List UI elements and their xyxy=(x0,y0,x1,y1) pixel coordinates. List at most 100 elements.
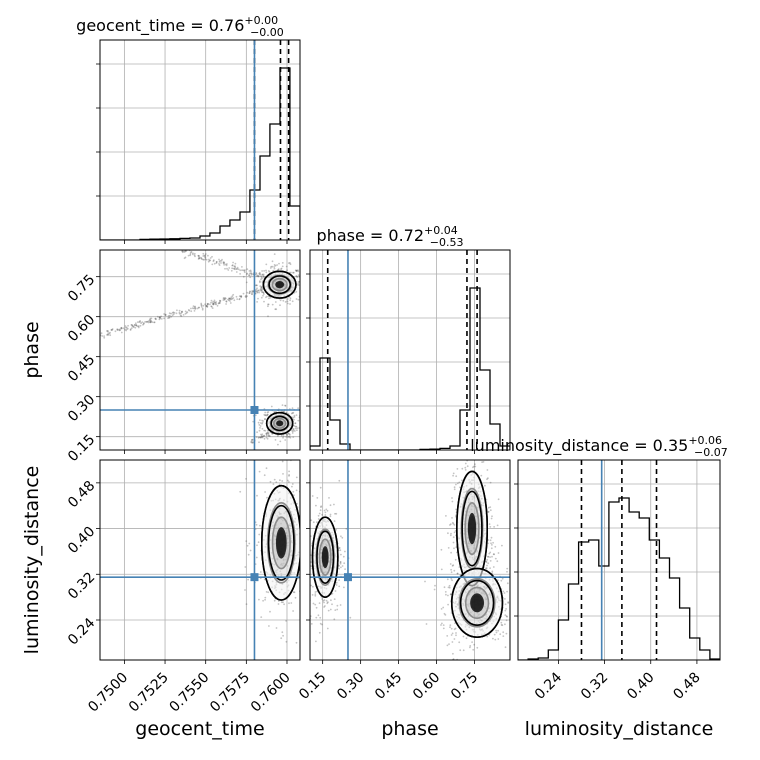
sample-point xyxy=(246,272,249,275)
sample-point xyxy=(223,262,226,264)
sample-point xyxy=(257,436,260,439)
sample-point xyxy=(142,323,144,326)
sample-point xyxy=(228,267,231,269)
sample-point xyxy=(522,608,524,610)
sample-point xyxy=(301,597,303,599)
sample-point xyxy=(232,293,235,296)
sample-point xyxy=(213,299,216,302)
sample-point xyxy=(263,578,266,581)
sample-point xyxy=(149,321,152,324)
sample-point xyxy=(283,603,285,606)
sample-point xyxy=(224,297,227,299)
sample-point xyxy=(302,268,304,270)
sample-point xyxy=(486,478,488,481)
sample-point xyxy=(319,509,322,512)
sample-point xyxy=(278,262,280,265)
sample-point xyxy=(149,317,152,320)
sample-point xyxy=(446,578,449,581)
sample-point xyxy=(466,465,469,468)
sample-point xyxy=(246,544,249,547)
sample-point xyxy=(267,433,270,436)
sample-point xyxy=(259,273,261,276)
sample-point xyxy=(304,535,306,537)
sample-point xyxy=(201,308,204,311)
sample-point xyxy=(487,562,490,565)
sample-point xyxy=(126,327,129,330)
sample-point xyxy=(288,262,290,264)
sample-point xyxy=(259,571,262,573)
sample-point xyxy=(450,577,453,580)
sample-point xyxy=(456,572,459,575)
panel-frame xyxy=(517,459,721,661)
sample-point xyxy=(311,594,314,596)
sample-point xyxy=(280,268,282,270)
sample-point xyxy=(140,322,143,325)
sample-point xyxy=(495,629,497,632)
sample-point xyxy=(489,551,492,554)
sample-point xyxy=(297,298,300,301)
sample-point xyxy=(297,280,300,283)
sample-point xyxy=(336,608,339,611)
sample-point xyxy=(148,319,151,321)
sample-point xyxy=(262,293,265,295)
sample-point xyxy=(490,547,493,550)
sample-point xyxy=(213,301,216,304)
sample-point xyxy=(208,258,210,261)
sample-point xyxy=(297,283,299,286)
histogram-step-phase xyxy=(310,287,510,450)
sample-point xyxy=(321,623,323,626)
scatter-content xyxy=(100,250,304,450)
sample-point xyxy=(464,469,467,471)
sample-point xyxy=(329,515,332,518)
sample-point xyxy=(267,432,270,435)
sample-point xyxy=(242,269,245,272)
sample-point xyxy=(258,441,260,444)
sample-point xyxy=(308,587,310,589)
y-tick-label: 0.30 xyxy=(65,392,98,425)
sample-point xyxy=(171,314,174,317)
sample-point xyxy=(261,435,264,438)
x-tick-label: 0.45 xyxy=(372,670,405,703)
sample-point xyxy=(449,624,452,627)
sample-point xyxy=(452,474,454,477)
panel-frame xyxy=(309,459,511,661)
sample-point xyxy=(125,326,128,329)
sample-point xyxy=(142,322,145,325)
sample-point xyxy=(294,596,297,599)
sample-point xyxy=(259,288,262,291)
sample-point xyxy=(225,300,228,303)
sample-point xyxy=(197,258,200,260)
sample-point xyxy=(269,435,271,437)
sample-point xyxy=(294,422,297,425)
sample-point xyxy=(261,273,264,276)
sample-point xyxy=(261,291,263,293)
sample-point xyxy=(250,270,252,273)
sample-point xyxy=(256,287,258,290)
sample-point xyxy=(453,531,456,534)
sample-point xyxy=(323,599,326,601)
sample-point xyxy=(271,260,274,263)
sample-point xyxy=(270,405,273,408)
sample-point xyxy=(202,258,204,261)
sample-point xyxy=(175,312,178,315)
sample-point xyxy=(189,251,192,254)
sample-point xyxy=(120,327,122,330)
sample-point xyxy=(160,315,163,318)
sample-point xyxy=(295,269,298,272)
sample-point xyxy=(248,274,250,276)
sample-point xyxy=(202,255,205,257)
sample-point xyxy=(288,474,290,476)
sample-point xyxy=(452,652,454,655)
hist-content xyxy=(518,460,720,660)
sample-point xyxy=(288,436,291,438)
sample-point xyxy=(318,631,321,634)
sample-point xyxy=(261,280,264,283)
sample-point xyxy=(192,253,194,256)
sample-point xyxy=(267,270,270,272)
sample-point xyxy=(218,263,220,265)
sample-point xyxy=(259,422,262,424)
x-tick-label: 0.7575 xyxy=(207,670,253,716)
sample-point xyxy=(189,253,192,255)
sample-point xyxy=(306,518,308,520)
sample-point xyxy=(503,592,506,594)
